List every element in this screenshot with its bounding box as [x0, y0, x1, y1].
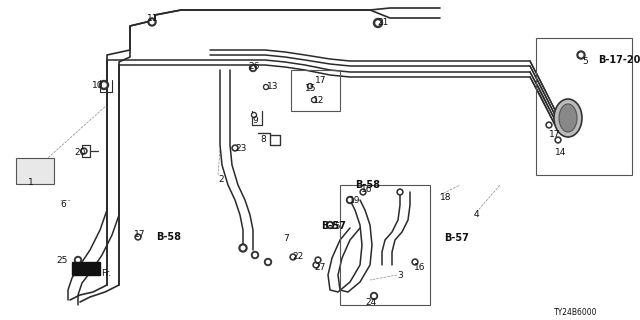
Polygon shape [72, 262, 100, 275]
Circle shape [265, 86, 267, 88]
Text: 27: 27 [314, 263, 325, 272]
Text: 17: 17 [134, 230, 145, 239]
Circle shape [253, 253, 257, 257]
Circle shape [234, 147, 236, 149]
Circle shape [264, 84, 269, 90]
Circle shape [102, 83, 106, 87]
Circle shape [328, 223, 332, 227]
Text: 23: 23 [235, 144, 246, 153]
Circle shape [99, 81, 109, 90]
Circle shape [150, 20, 154, 24]
Text: 17: 17 [549, 130, 561, 139]
Bar [536, 38, 632, 175]
Circle shape [241, 246, 245, 250]
Text: B-57: B-57 [444, 233, 469, 243]
Text: 22: 22 [292, 252, 303, 261]
Text: 9: 9 [252, 116, 258, 125]
Text: 7: 7 [283, 234, 289, 243]
Circle shape [137, 236, 140, 238]
Circle shape [76, 259, 79, 261]
Circle shape [413, 261, 417, 263]
Circle shape [313, 99, 315, 101]
Circle shape [376, 21, 380, 25]
Text: 15: 15 [330, 222, 342, 231]
Circle shape [399, 191, 401, 193]
Circle shape [252, 113, 257, 117]
Circle shape [266, 260, 269, 264]
Circle shape [548, 124, 550, 126]
Circle shape [252, 252, 259, 259]
Text: 16: 16 [414, 263, 426, 272]
Text: B-58: B-58 [156, 232, 181, 242]
Circle shape [317, 259, 319, 261]
Text: TY24B6000: TY24B6000 [554, 308, 598, 317]
Circle shape [315, 257, 321, 263]
Text: B-57: B-57 [321, 221, 346, 231]
Text: 13: 13 [267, 82, 278, 91]
Text: 24: 24 [365, 298, 376, 307]
Text: 12: 12 [313, 96, 324, 105]
Text: 4: 4 [474, 210, 479, 219]
Text: 17: 17 [315, 76, 326, 85]
Circle shape [290, 254, 296, 260]
Text: 2: 2 [218, 175, 223, 184]
Text: B-17-20: B-17-20 [598, 55, 640, 65]
Circle shape [313, 262, 319, 268]
Text: 14: 14 [555, 148, 566, 157]
Circle shape [292, 256, 294, 258]
Circle shape [252, 67, 255, 69]
Circle shape [232, 145, 238, 151]
Circle shape [360, 189, 366, 195]
Circle shape [371, 292, 378, 300]
Text: 18: 18 [440, 193, 451, 202]
Circle shape [346, 196, 353, 204]
Circle shape [264, 259, 271, 266]
Text: 21: 21 [377, 18, 388, 27]
Circle shape [348, 198, 351, 202]
Ellipse shape [554, 99, 582, 137]
Circle shape [148, 18, 156, 26]
Circle shape [83, 150, 85, 152]
Text: 8: 8 [260, 135, 266, 144]
Circle shape [579, 53, 583, 57]
Text: Fr.: Fr. [101, 269, 111, 278]
Text: 26: 26 [248, 62, 259, 71]
Text: 16: 16 [361, 185, 372, 194]
Text: 3: 3 [397, 271, 403, 280]
Bar [291, 70, 340, 111]
Text: 6: 6 [60, 200, 66, 209]
Text: 11: 11 [147, 14, 159, 23]
Circle shape [239, 244, 247, 252]
Circle shape [412, 259, 418, 265]
Text: 19: 19 [349, 196, 360, 205]
Circle shape [362, 191, 364, 193]
Circle shape [307, 84, 312, 89]
Text: 25: 25 [56, 256, 67, 265]
Circle shape [372, 294, 376, 298]
Circle shape [555, 137, 561, 143]
Bar [16, 158, 54, 184]
Circle shape [577, 51, 585, 59]
Text: B-58: B-58 [355, 180, 380, 190]
Bar [340, 185, 430, 305]
Circle shape [81, 148, 87, 154]
Text: 20: 20 [74, 148, 85, 157]
Text: 5: 5 [582, 57, 588, 66]
Circle shape [326, 221, 333, 228]
Circle shape [374, 19, 383, 28]
Circle shape [135, 234, 141, 240]
Text: 10: 10 [92, 81, 104, 90]
Circle shape [546, 122, 552, 128]
Text: 15: 15 [305, 84, 317, 93]
Circle shape [74, 257, 81, 263]
Circle shape [309, 85, 311, 87]
Circle shape [397, 189, 403, 195]
Circle shape [557, 139, 559, 141]
Circle shape [253, 114, 255, 116]
Circle shape [250, 65, 257, 71]
Circle shape [312, 98, 317, 102]
Circle shape [315, 264, 317, 266]
Ellipse shape [559, 104, 577, 132]
Text: 1: 1 [28, 178, 34, 187]
